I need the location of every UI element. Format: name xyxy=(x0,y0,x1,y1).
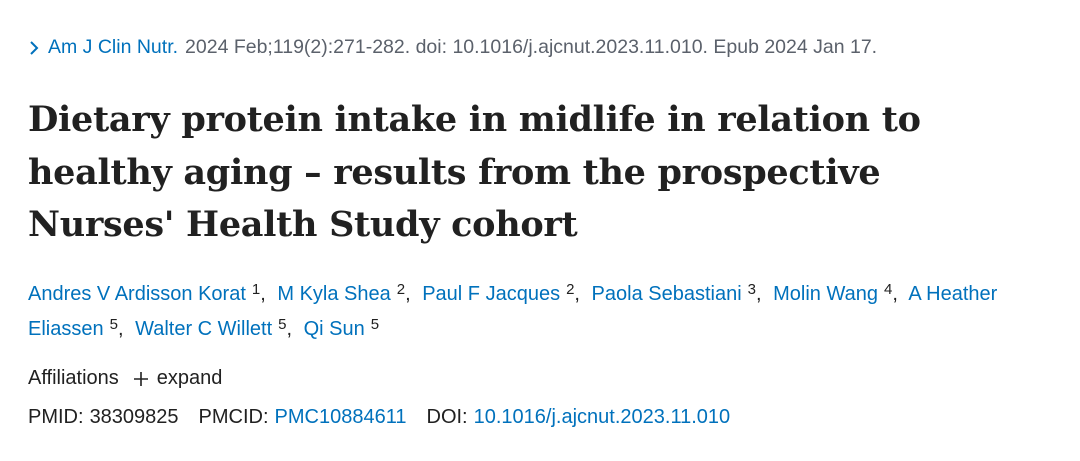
author-separator: , xyxy=(117,318,124,340)
author-name[interactable]: Molin Wang xyxy=(773,283,878,305)
author: Molin Wang 4, xyxy=(773,281,904,305)
affiliation-number[interactable]: 5 xyxy=(370,316,380,333)
author-separator: , xyxy=(892,283,898,305)
author-list: Andres V Ardisson Korat 1, M Kyla Shea 2, … xyxy=(28,277,1058,347)
identifier-label: DOI: xyxy=(426,406,468,428)
author: A Heather Eliassen 5, xyxy=(28,283,997,340)
author: Andres V Ardisson Korat 1, xyxy=(28,281,272,305)
identifier: PMCID: PMC10884611 xyxy=(199,406,407,428)
identifier-value: 38309825 xyxy=(89,406,179,428)
citation-details: 2024 Feb;119(2):271-282. doi: 10.1016/j.… xyxy=(185,36,878,58)
identifier: DOI: 10.1016/j.ajcnut.2023.11.010 xyxy=(427,406,731,428)
affiliation-number[interactable]: 5 xyxy=(109,316,118,333)
journal-link[interactable]: Am J Clin Nutr. xyxy=(48,36,179,58)
identifiers: PMID: 38309825 PMCID: PMC10884611 DOI: 10.101… xyxy=(28,406,750,429)
author: Qi Sun 5 xyxy=(303,316,380,340)
author-separator: , xyxy=(756,283,762,305)
identifier-label: PMCID: xyxy=(198,406,269,428)
author-name[interactable]: Andres V Ardisson Korat xyxy=(28,283,246,305)
affiliation-number[interactable]: 3 xyxy=(747,281,756,298)
author: Paul F Jacques 2, xyxy=(422,281,586,305)
author-name[interactable]: A Heather Eliassen xyxy=(28,283,998,340)
affiliation-number[interactable]: 4 xyxy=(883,281,893,298)
author-name[interactable]: Qi Sun xyxy=(303,318,365,340)
affiliation-number[interactable]: 1 xyxy=(251,281,261,298)
expand-toggle[interactable]: expand xyxy=(133,367,223,390)
expand-text[interactable]: expand xyxy=(156,367,223,389)
author-name[interactable]: Walter C Willett xyxy=(135,318,273,340)
author-name[interactable]: Paola Sebastiani xyxy=(591,283,742,305)
identifier-label: PMID: xyxy=(28,406,84,428)
author-name[interactable]: Paul F Jacques xyxy=(422,283,561,305)
affiliations: Affiliations expand xyxy=(28,367,222,390)
author: Walter C Willett 5, xyxy=(135,316,298,340)
identifier: PMID: 38309825 xyxy=(28,406,179,428)
affiliations-label: Affiliations xyxy=(28,367,119,389)
identifier-value[interactable]: 10.1016/j.ajcnut.2023.11.010 xyxy=(473,406,731,428)
citation: Am J Clin Nutr. 2024 Feb;119(2):271-282.… xyxy=(28,36,877,59)
affiliation-number[interactable]: 2 xyxy=(566,281,575,298)
chevron-icon xyxy=(30,40,39,55)
author: M Kyla Shea 2, xyxy=(277,281,416,305)
author-separator: , xyxy=(574,283,580,305)
article-title: Dietary protein intake in midlife in rel… xyxy=(28,99,921,245)
identifier-value[interactable]: PMC10884611 xyxy=(274,406,407,428)
author: Paola Sebastiani 3, xyxy=(591,281,768,305)
author-separator: , xyxy=(405,283,411,305)
affiliation-number[interactable]: 5 xyxy=(278,316,287,333)
affiliation-number[interactable]: 2 xyxy=(396,281,406,298)
author-separator: , xyxy=(260,283,266,305)
author-name[interactable]: M Kyla Shea xyxy=(277,283,391,305)
author-separator: , xyxy=(286,318,293,340)
plus-icon xyxy=(133,371,148,386)
